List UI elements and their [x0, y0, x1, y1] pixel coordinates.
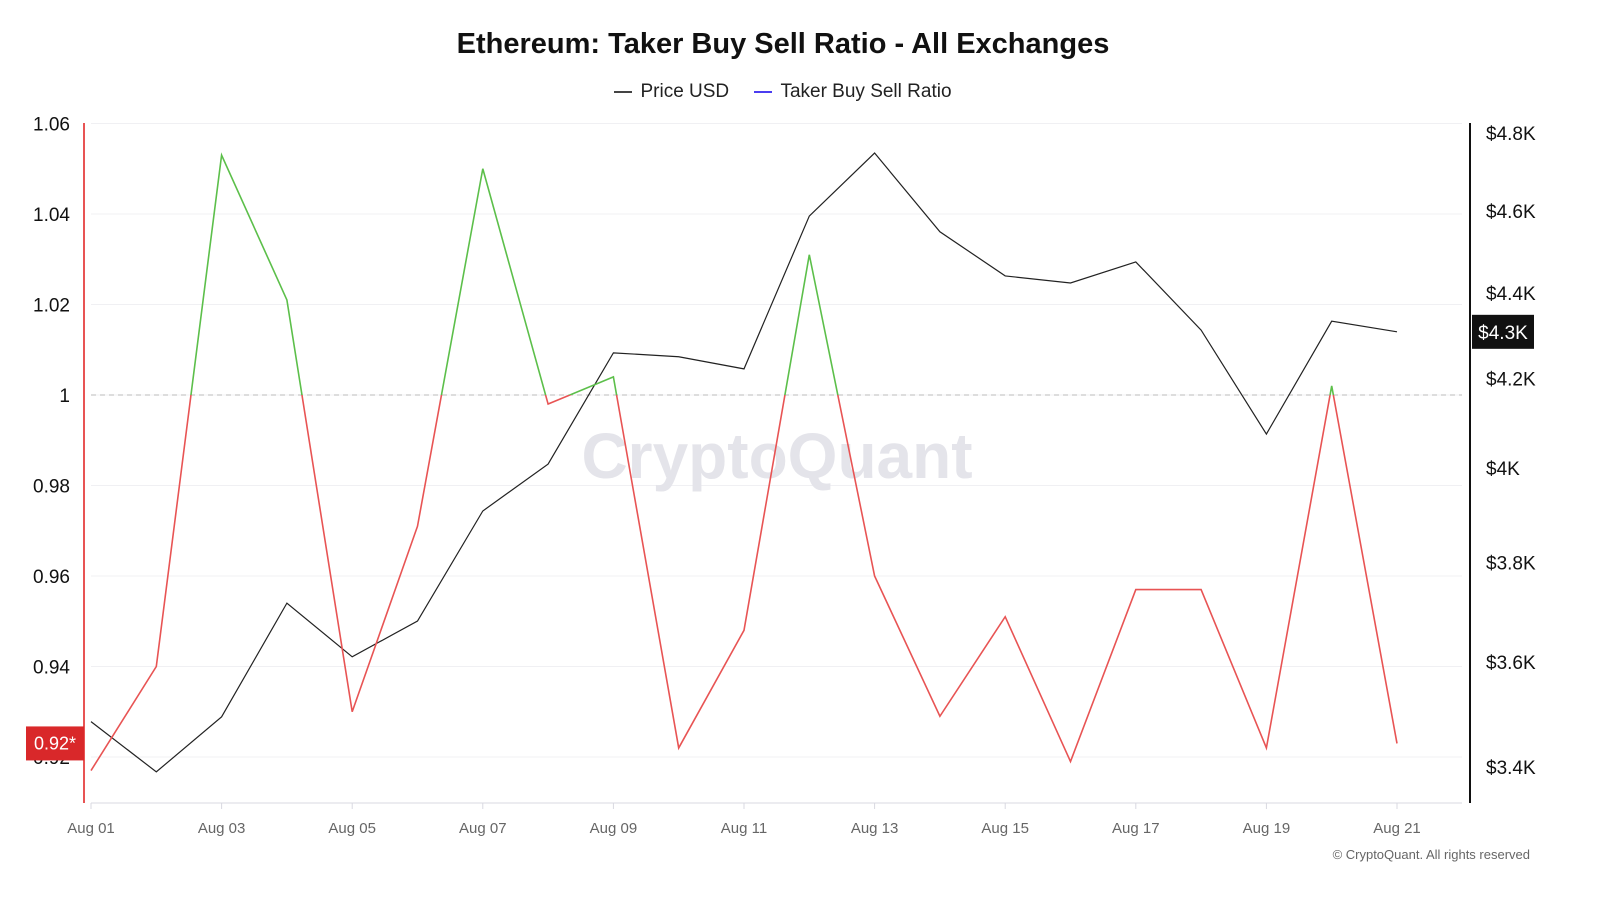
legend-item-ratio[interactable]: Taker Buy Sell Ratio: [754, 81, 952, 103]
x-tick-label: Aug 03: [198, 820, 246, 837]
right-tick-label: $3.4K: [1486, 758, 1536, 779]
legend: Price USD Taker Buy Sell Ratio: [0, 77, 1566, 103]
legend-label-price: Price USD: [640, 81, 730, 102]
right-tick-label: $4.8K: [1486, 124, 1536, 145]
legend-item-price[interactable]: Price USD: [614, 81, 729, 103]
ratio-last-value-badge: [26, 726, 84, 761]
right-tick-label: $3.6K: [1486, 653, 1536, 674]
ratio-last-value-label: 0.92*: [34, 733, 76, 753]
legend-swatch-ratio: [754, 91, 773, 93]
price-line: [90, 152, 1398, 773]
copyright: © CryptoQuant. All rights reserved: [1332, 847, 1530, 862]
x-tick-label: Aug 01: [67, 820, 115, 837]
left-tick-label: 1: [59, 386, 70, 407]
legend-swatch-price: [614, 91, 633, 93]
left-tick-label: 0.94: [33, 658, 70, 679]
right-tick-label: $3.8K: [1486, 554, 1536, 575]
right-tick-label: $4K: [1486, 459, 1520, 480]
ratio-line-below-1: [90, 395, 1398, 772]
left-tick-label: 0.96: [33, 567, 70, 588]
left-tick-label: 1.02: [33, 296, 70, 317]
right-tick-label: $4.2K: [1486, 370, 1536, 391]
x-tick-label: Aug 07: [459, 820, 507, 837]
price-last-value-badge: [1472, 314, 1534, 349]
left-tick-label: 0.98: [33, 477, 70, 498]
x-tick-label: Aug 15: [981, 820, 1029, 837]
chart-title: Ethereum: Taker Buy Sell Ratio - All Exc…: [456, 28, 1110, 60]
x-tick-label: Aug 19: [1243, 820, 1291, 837]
legend-label-ratio: Taker Buy Sell Ratio: [780, 81, 952, 102]
x-tick-label: Aug 11: [721, 820, 767, 837]
price-last-value-label: $4.3K: [1478, 323, 1528, 344]
left-tick-label: 1.04: [33, 205, 70, 226]
x-tick-label: Aug 09: [590, 820, 638, 837]
right-tick-label: $4.4K: [1486, 284, 1536, 305]
left-tick-label: 1.06: [33, 115, 70, 136]
watermark: CryptoQuant: [581, 420, 972, 492]
right-tick-label: $4.6K: [1486, 202, 1536, 223]
x-tick-label: Aug 05: [328, 820, 376, 837]
x-tick-label: Aug 17: [1112, 820, 1160, 837]
x-tick-label: Aug 21: [1373, 820, 1421, 837]
x-tick-label: Aug 13: [851, 820, 899, 837]
